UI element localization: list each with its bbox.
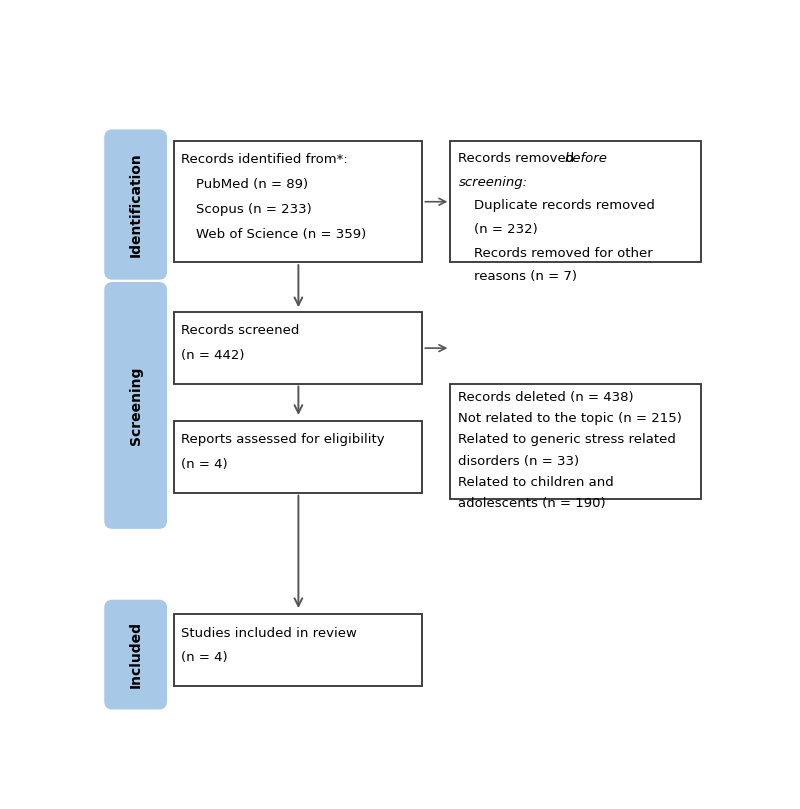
FancyBboxPatch shape [105,282,166,528]
Bar [174,141,422,262]
Text: Records removed: Records removed [458,152,579,165]
Text: Records removed for other: Records removed for other [474,247,653,260]
Bar [174,312,422,383]
Text: adolescents (n = 190): adolescents (n = 190) [458,497,606,510]
Text: Scopus (n = 233): Scopus (n = 233) [196,203,312,216]
Text: Reports assessed for eligibility: Reports assessed for eligibility [181,434,384,447]
Text: screening:: screening: [458,176,527,188]
Text: Identification: Identification [129,152,142,257]
Text: Records screened: Records screened [181,324,299,337]
Text: disorders (n = 33): disorders (n = 33) [458,455,579,468]
Text: (n = 4): (n = 4) [181,459,227,472]
Text: (n = 442): (n = 442) [181,349,244,362]
Text: Records deleted (n = 438): Records deleted (n = 438) [458,391,634,404]
Bar [174,421,422,493]
Text: Records identified from*:: Records identified from*: [181,153,347,166]
FancyBboxPatch shape [105,600,166,709]
Text: (n = 4): (n = 4) [181,651,227,664]
Bar [450,141,702,262]
Text: Duplicate records removed: Duplicate records removed [474,199,654,212]
FancyBboxPatch shape [105,130,166,279]
Text: (n = 232): (n = 232) [474,223,538,236]
Text: Web of Science (n = 359): Web of Science (n = 359) [196,228,366,241]
Text: Related to generic stress related: Related to generic stress related [458,434,676,447]
Text: before: before [565,152,608,165]
Text: Included: Included [129,621,142,688]
Text: Related to children and: Related to children and [458,476,614,489]
Bar [174,614,422,686]
Text: PubMed (n = 89): PubMed (n = 89) [196,178,308,191]
Text: Not related to the topic (n = 215): Not related to the topic (n = 215) [458,413,682,426]
Text: Screening: Screening [129,366,142,445]
Text: Studies included in review: Studies included in review [181,626,357,640]
Bar [450,383,702,499]
Text: reasons (n = 7): reasons (n = 7) [474,270,577,283]
